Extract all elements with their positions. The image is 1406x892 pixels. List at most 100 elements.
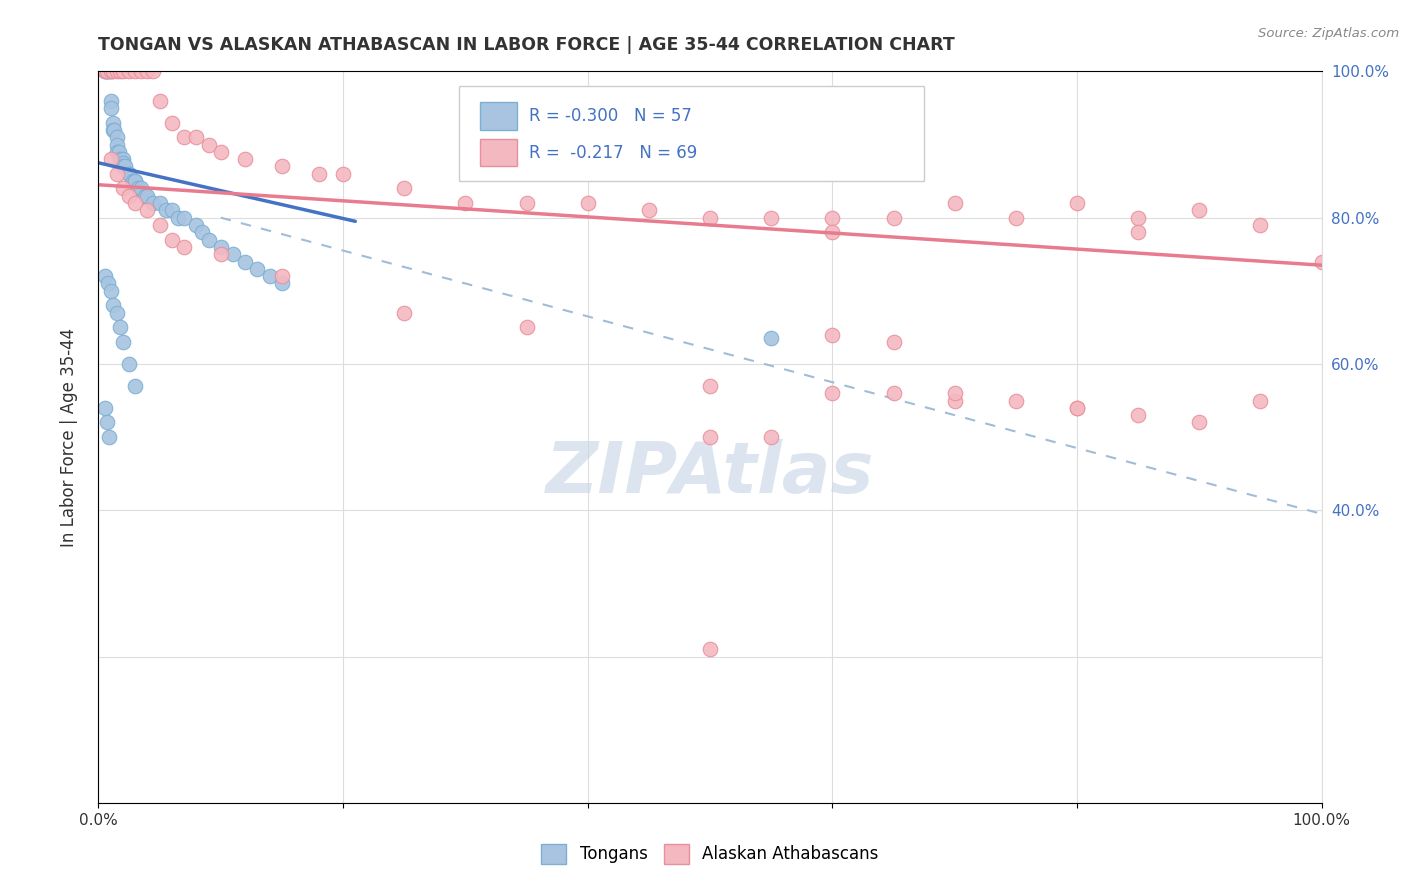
Point <box>1128 225 1150 239</box>
Point <box>101 298 124 312</box>
Point <box>191 225 214 239</box>
Point <box>270 277 294 291</box>
Point <box>392 181 416 195</box>
Point <box>100 284 122 298</box>
Point <box>136 203 159 218</box>
Point <box>1249 218 1271 232</box>
Point <box>821 386 844 401</box>
Point <box>98 64 121 78</box>
Point <box>108 145 131 159</box>
Point <box>110 152 132 166</box>
Point <box>111 152 134 166</box>
Point <box>114 160 136 174</box>
Point <box>142 64 165 78</box>
Point <box>149 196 172 211</box>
Point <box>100 101 122 115</box>
Point <box>515 196 537 211</box>
Point <box>118 64 141 78</box>
Point <box>110 320 132 334</box>
Point <box>129 181 152 195</box>
Text: Source: ZipAtlas.com: Source: ZipAtlas.com <box>1258 27 1399 40</box>
Point <box>233 254 256 268</box>
Point <box>454 196 477 211</box>
Point <box>186 218 208 232</box>
Point <box>197 137 219 152</box>
Point <box>93 64 115 78</box>
Point <box>883 211 905 225</box>
Point <box>96 64 118 78</box>
Point <box>101 64 124 78</box>
Point <box>134 188 156 202</box>
Text: R =  -0.217   N = 69: R = -0.217 N = 69 <box>529 144 697 161</box>
Point <box>883 386 905 401</box>
Point <box>1066 401 1088 415</box>
Point <box>97 277 120 291</box>
Point <box>111 334 134 349</box>
Text: TONGAN VS ALASKAN ATHABASCAN IN LABOR FORCE | AGE 35-44 CORRELATION CHART: TONGAN VS ALASKAN ATHABASCAN IN LABOR FO… <box>98 36 955 54</box>
Point <box>100 152 122 166</box>
Point <box>103 123 125 137</box>
Point <box>943 386 966 401</box>
Point <box>576 196 599 211</box>
Point <box>136 188 159 202</box>
Bar <box>479 102 517 130</box>
Point <box>111 155 134 169</box>
Point <box>638 203 661 218</box>
Point <box>761 211 783 225</box>
Point <box>821 211 844 225</box>
Point <box>167 211 190 225</box>
Point <box>209 145 232 159</box>
Point <box>1128 211 1150 225</box>
Point <box>186 130 208 145</box>
Point <box>222 247 245 261</box>
Point <box>233 152 256 166</box>
Point <box>118 167 141 181</box>
Point <box>883 334 905 349</box>
Point <box>96 416 118 430</box>
Point <box>124 174 146 188</box>
Point <box>173 130 195 145</box>
Point <box>124 64 146 78</box>
Point <box>93 64 115 78</box>
Point <box>699 642 721 657</box>
Point <box>118 357 141 371</box>
Point <box>821 225 844 239</box>
Point <box>97 64 120 78</box>
Y-axis label: In Labor Force | Age 35-44: In Labor Force | Age 35-44 <box>59 327 77 547</box>
Point <box>1310 254 1333 268</box>
Point <box>197 233 219 247</box>
Bar <box>479 138 517 167</box>
Point <box>1188 203 1211 218</box>
Point <box>1128 408 1150 422</box>
Point <box>105 64 128 78</box>
Point <box>136 64 159 78</box>
Point <box>111 181 134 195</box>
Point <box>209 247 232 261</box>
Point <box>118 167 141 181</box>
Point <box>100 64 122 78</box>
Point <box>259 269 281 284</box>
Point <box>246 261 269 276</box>
Point <box>142 196 165 211</box>
Point <box>105 130 128 145</box>
Point <box>1004 393 1026 408</box>
Point <box>93 401 115 415</box>
Point <box>111 160 134 174</box>
Point <box>93 64 115 78</box>
Point <box>1066 401 1088 415</box>
Point <box>160 115 183 129</box>
Point <box>110 64 132 78</box>
Point <box>761 430 783 444</box>
Point <box>761 331 783 345</box>
Text: R = -0.300   N = 57: R = -0.300 N = 57 <box>529 107 692 125</box>
Point <box>160 203 183 218</box>
Point <box>515 320 537 334</box>
Point <box>943 393 966 408</box>
Point <box>149 94 172 108</box>
Text: ZIPAtlas: ZIPAtlas <box>546 439 875 508</box>
Point <box>308 167 330 181</box>
Point <box>209 240 232 254</box>
Point <box>101 123 124 137</box>
Point <box>392 306 416 320</box>
Point <box>105 306 128 320</box>
